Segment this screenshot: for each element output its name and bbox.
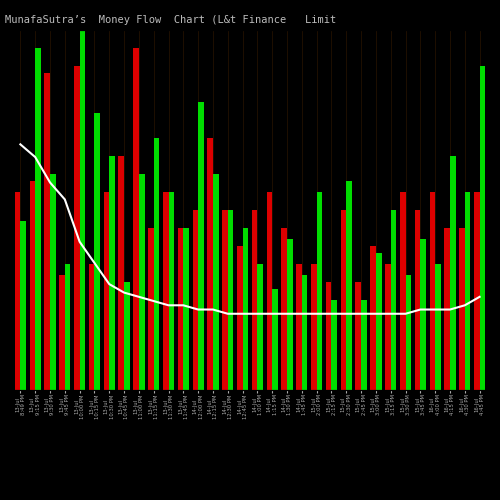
Bar	[444, 228, 450, 390]
Bar	[139, 174, 144, 390]
Bar	[134, 48, 139, 390]
Bar	[118, 156, 124, 390]
Bar	[35, 48, 41, 390]
Bar	[356, 282, 361, 390]
Bar	[258, 264, 263, 390]
Bar	[198, 102, 204, 390]
Bar	[420, 239, 426, 390]
Bar	[287, 239, 292, 390]
Bar	[340, 210, 346, 390]
Bar	[59, 275, 65, 390]
Bar	[316, 192, 322, 390]
Bar	[14, 192, 20, 390]
Bar	[94, 113, 100, 390]
Bar	[74, 66, 80, 390]
Bar	[266, 192, 272, 390]
Bar	[228, 210, 234, 390]
Bar	[184, 228, 189, 390]
Bar	[148, 228, 154, 390]
Bar	[474, 192, 480, 390]
Bar	[50, 174, 56, 390]
Bar	[450, 156, 456, 390]
Bar	[346, 181, 352, 390]
Bar	[30, 181, 35, 390]
Bar	[459, 228, 465, 390]
Bar	[430, 192, 435, 390]
Bar	[20, 221, 26, 390]
Bar	[480, 66, 486, 390]
Bar	[222, 210, 228, 390]
Bar	[376, 253, 382, 390]
Bar	[435, 264, 441, 390]
Bar	[311, 264, 316, 390]
Bar	[361, 300, 366, 390]
Bar	[237, 246, 242, 390]
Bar	[89, 264, 94, 390]
Bar	[124, 282, 130, 390]
Bar	[192, 210, 198, 390]
Bar	[406, 275, 411, 390]
Bar	[385, 264, 390, 390]
Bar	[332, 300, 337, 390]
Bar	[400, 192, 406, 390]
Bar	[104, 192, 110, 390]
Bar	[370, 246, 376, 390]
Bar	[178, 228, 184, 390]
Bar	[110, 156, 115, 390]
Bar	[154, 138, 160, 390]
Bar	[296, 264, 302, 390]
Bar	[65, 264, 70, 390]
Bar	[213, 174, 218, 390]
Bar	[208, 138, 213, 390]
Bar	[390, 210, 396, 390]
Bar	[80, 30, 86, 390]
Bar	[252, 210, 258, 390]
Bar	[326, 282, 332, 390]
Text: MunafaSutra’s  Money Flow  Chart (L&t Finance   Limit: MunafaSutra’s Money Flow Chart (L&t Fina…	[5, 15, 336, 25]
Bar	[414, 210, 420, 390]
Bar	[168, 192, 174, 390]
Bar	[302, 275, 308, 390]
Bar	[44, 73, 50, 390]
Bar	[163, 192, 168, 390]
Bar	[242, 228, 248, 390]
Bar	[465, 192, 470, 390]
Bar	[272, 289, 278, 390]
Bar	[282, 228, 287, 390]
